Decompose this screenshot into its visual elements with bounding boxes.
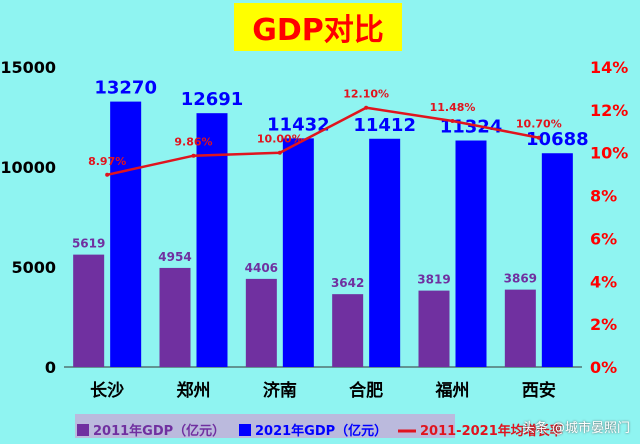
y-right-tick-label: 2%: [590, 315, 617, 334]
data-label-2011: 4406: [245, 261, 278, 275]
y-left-tick-label: 5000: [11, 258, 56, 277]
bar-2021: [541, 153, 573, 367]
y-left-tick-label: 15000: [0, 58, 56, 77]
y-left-tick-label: 0: [45, 358, 56, 377]
y-right-tick-label: 0%: [590, 358, 617, 377]
legend-label-2021: 2021年GDP（亿元）: [255, 423, 387, 439]
growth-rate-point: [450, 119, 455, 123]
growth-rate-point: [277, 150, 282, 155]
data-label-2011: 3819: [417, 273, 450, 287]
legend-background: [75, 414, 455, 438]
y-right-tick-label: 14%: [590, 58, 628, 77]
growth-rate-label: 10.00%: [257, 133, 303, 146]
data-label-2021: 10688: [526, 129, 589, 150]
growth-rate-label: 8.97%: [88, 155, 126, 168]
y-left-tick-label: 10000: [0, 158, 56, 177]
x-tick-label: 济南: [263, 380, 297, 401]
bar-2021: [455, 140, 487, 367]
x-tick-label: 西安: [522, 380, 556, 401]
x-tick-label: 合肥: [349, 380, 383, 401]
bar-2021: [369, 138, 401, 367]
data-label-2011: 3642: [331, 276, 364, 290]
legend-swatch-2011: [77, 424, 89, 436]
growth-rate-label: 11.48%: [430, 101, 476, 114]
growth-rate-point: [191, 153, 196, 158]
y-right-tick-label: 6%: [590, 229, 617, 248]
data-label-2021: 11412: [353, 115, 416, 136]
y-right-tick-label: 12%: [590, 101, 628, 120]
x-tick-label: 福州: [435, 380, 470, 401]
title-box: GDP对比: [234, 3, 402, 51]
watermark-text: 头条 @城市晏照门: [521, 421, 630, 436]
bar-2011: [73, 254, 105, 367]
growth-rate-point: [364, 105, 369, 110]
growth-rate-point: [536, 135, 541, 140]
bar-2021: [196, 113, 228, 368]
data-label-2021: 11432: [267, 114, 330, 135]
data-label-2021: 13270: [94, 78, 157, 99]
growth-rate-label: 9.86%: [174, 136, 212, 149]
growth-rate-line: [106, 106, 540, 177]
x-tick-label: 长沙: [90, 380, 124, 401]
bar-2011: [159, 267, 191, 367]
growth-rate-label: 12.10%: [343, 88, 389, 101]
bar-2011: [332, 294, 364, 367]
bar-2011: [418, 290, 450, 367]
growth-rate-point: [105, 172, 110, 177]
data-label-2011: 5619: [72, 237, 105, 251]
chart-title: GDP对比: [252, 13, 384, 48]
data-label-2011: 4954: [158, 250, 191, 264]
legend-swatch-2021: [239, 424, 251, 436]
legend-label-2011: 2011年GDP（亿元）: [93, 423, 225, 439]
bar-2021: [110, 101, 142, 367]
data-label-2021: 12691: [181, 89, 244, 110]
y-right-tick-label: 10%: [590, 144, 628, 163]
data-label-2011: 3869: [504, 272, 537, 286]
bar-2021: [282, 138, 314, 367]
legend-label-growth: 2011-2021年均增长率: [420, 423, 563, 439]
bar-2011: [504, 289, 536, 367]
y-right-tick-label: 4%: [590, 272, 617, 291]
growth-rate-label: 10.70%: [516, 118, 562, 131]
bar-2011: [245, 278, 277, 367]
y-right-tick-label: 8%: [590, 187, 617, 206]
x-tick-label: 郑州: [177, 380, 211, 401]
